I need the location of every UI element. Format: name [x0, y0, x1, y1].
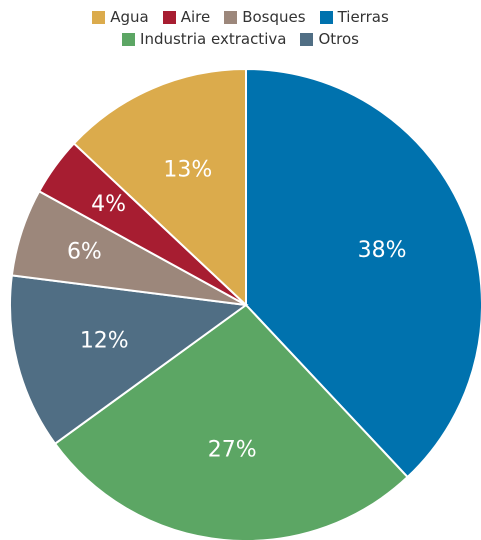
legend-label: Bosques: [242, 8, 306, 26]
legend-swatch: [92, 10, 106, 24]
legend: Agua Aire Bosques Tierras Industria extracti…: [0, 6, 481, 50]
legend-item: Industria extractiva: [122, 30, 286, 48]
data-label: 4%: [91, 192, 126, 217]
legend-swatch: [300, 32, 314, 46]
legend-item: Agua: [92, 8, 149, 26]
legend-swatch: [224, 10, 238, 24]
legend-label: Aire: [180, 8, 211, 26]
data-label: 38%: [358, 238, 407, 263]
data-label: 6%: [67, 239, 102, 264]
pie-slice: [245, 67, 481, 479]
pie-slice: [9, 274, 249, 446]
legend-swatch: [122, 32, 136, 46]
legend-label: Otros: [318, 30, 359, 48]
pie-slice: [72, 67, 247, 308]
data-label: 12%: [80, 328, 129, 353]
legend-label: Tierras: [337, 8, 389, 26]
legend-row: Industria extractiva Otros: [0, 28, 481, 50]
legend-swatch: [162, 10, 176, 24]
legend-item: Bosques: [224, 8, 306, 26]
legend-swatch: [319, 10, 333, 24]
legend-item: Aire: [162, 8, 211, 26]
legend-item: Otros: [300, 30, 359, 48]
data-label: 27%: [208, 438, 257, 463]
legend-item: Tierras: [319, 8, 389, 26]
legend-label: Agua: [110, 8, 149, 26]
data-label: 13%: [163, 158, 212, 183]
legend-label: Industria extractiva: [140, 30, 287, 48]
legend-row: Agua Aire Bosques Tierras: [0, 6, 481, 28]
